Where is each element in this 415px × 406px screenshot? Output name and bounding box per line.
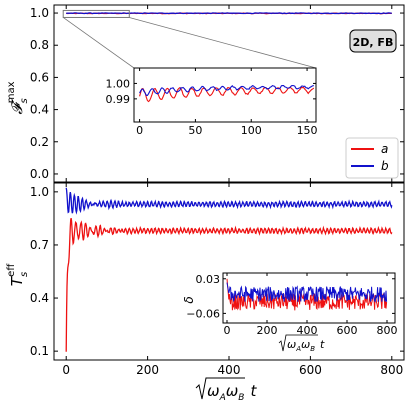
top-y-tick-label: 0.8 <box>30 38 49 52</box>
top-inset-x-tick-label: 100 <box>241 124 262 137</box>
bottom-inset-x-tick-label: 0 <box>224 324 231 337</box>
bottom-y-tick-label: 0.7 <box>30 238 49 252</box>
top-inset-series-a <box>139 86 315 103</box>
top-series-b <box>66 12 392 15</box>
top-inset-series <box>139 84 315 103</box>
top-inset-frame <box>133 67 317 123</box>
top-inset-y-tick-label: 0.99 <box>106 93 131 106</box>
top-inset-x-tick-label: 150 <box>297 124 318 137</box>
bottom-x-label-text: ωAωB t <box>207 382 257 403</box>
legend: a b <box>345 137 399 179</box>
top-inset-ticks: 0 50 100 150 0.99 1.00 <box>106 68 318 137</box>
top-inset-x-tick-label: 50 <box>188 124 202 137</box>
bottom-inset-x-label-text: ωAωB t <box>287 338 325 353</box>
bottom-y-ticks: 0.1 0.4 0.7 1.0 <box>30 185 404 358</box>
bottom-inset: 0 200 400 600 800 −0.06 0.03 δ ωAωB t <box>182 272 398 353</box>
bottom-y-tick-label: 1.0 <box>30 185 49 199</box>
bottom-x-tick-label: 600 <box>299 363 322 377</box>
top-panel: 0.0 0.2 0.4 0.6 0.8 1.0 𝓕smax 2D, FB a b <box>6 4 405 183</box>
top-y-ticks: 0.0 0.2 0.4 0.6 0.8 1.0 <box>30 6 404 181</box>
bottom-x-tick-label: 800 <box>380 363 403 377</box>
bottom-x-tick-label: 400 <box>218 363 241 377</box>
top-y-label: 𝓕smax <box>6 81 30 114</box>
inset-sqrt-symbol <box>278 334 318 352</box>
legend-label-b: b <box>381 159 389 173</box>
top-y-tick-label: 0.6 <box>30 70 49 84</box>
top-x-ticks <box>65 5 393 182</box>
bottom-x-label: ωAωB t <box>195 377 257 403</box>
top-inset-y-tick-label: 1.00 <box>106 77 131 90</box>
bottom-inset-y-tick-label: 0.03 <box>196 273 221 286</box>
top-y-tick-label: 0.0 <box>30 167 49 181</box>
bottom-inset-y-label: δ <box>182 296 196 303</box>
legend-box <box>345 137 399 179</box>
top-y-tick-label: 0.2 <box>30 135 49 149</box>
bottom-inset-series <box>226 278 388 311</box>
legend-label-a: a <box>381 142 388 156</box>
bottom-series <box>65 187 393 352</box>
top-series <box>66 12 392 15</box>
bottom-inset-series-b <box>226 282 388 303</box>
bottom-y-tick-label: 0.4 <box>30 291 49 305</box>
bottom-series-a <box>65 217 393 352</box>
sqrt-symbol <box>195 377 245 400</box>
bottom-inset-x-tick-label: 800 <box>377 324 398 337</box>
zoom-region-box <box>62 9 130 18</box>
bottom-inset-ticks: 0 200 400 600 800 −0.06 0.03 <box>186 273 397 337</box>
bottom-y-label: Tseff <box>6 263 30 287</box>
bottom-inset-x-tick-label: 200 <box>257 324 278 337</box>
top-y-tick-label: 0.4 <box>30 103 49 117</box>
bottom-x-tick-label: 200 <box>136 363 159 377</box>
bottom-x-ticks: 0 200 400 600 800 <box>62 183 403 377</box>
bottom-inset-y-tick-label: −0.06 <box>186 307 220 320</box>
top-inset: 0 50 100 150 0.99 1.00 <box>106 67 318 137</box>
annotation-box <box>349 29 397 53</box>
top-inset-series-b <box>139 84 314 96</box>
bottom-x-tick-label: 0 <box>62 363 70 377</box>
top-y-tick-label: 1.0 <box>30 6 49 20</box>
bottom-panel: 0.1 0.4 0.7 1.0 0 200 400 600 800 Tseff ωAωB t <box>6 182 405 403</box>
bottom-y-tick-label: 0.1 <box>30 344 49 358</box>
bottom-inset-x-tick-label: 400 <box>297 324 318 337</box>
bottom-inset-x-tick-label: 600 <box>337 324 358 337</box>
zoom-connector-right <box>129 17 317 69</box>
annotation-label: 2D, FB <box>353 36 394 49</box>
top-inset-x-tick-label: 0 <box>136 124 143 137</box>
zoom-connector-left <box>62 17 135 69</box>
bottom-series-b <box>65 187 393 215</box>
bottom-inset-x-label: ωAωB t <box>278 334 325 353</box>
